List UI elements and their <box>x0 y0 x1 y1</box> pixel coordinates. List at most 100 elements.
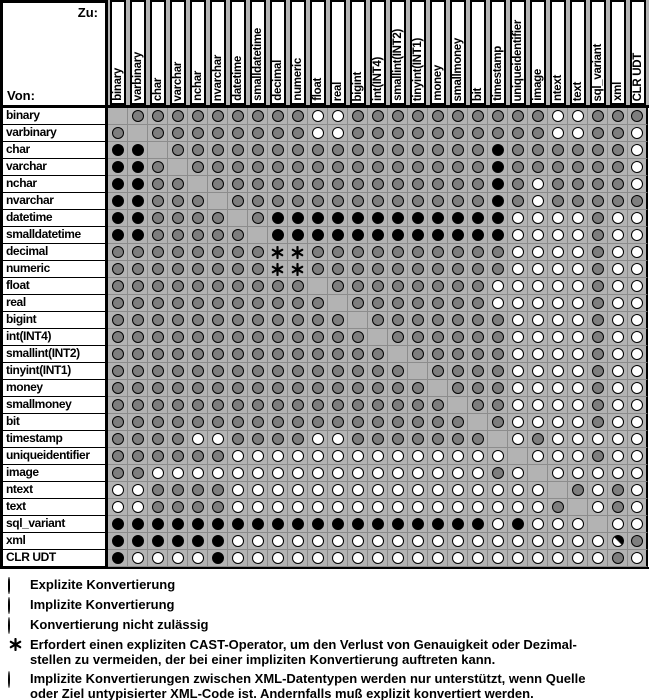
cell-sql-variant-decimal <box>268 516 288 533</box>
implicit-dot <box>271 314 284 326</box>
cell-nvarchar-nvarchar <box>208 193 228 210</box>
cell-money-xml <box>608 380 628 397</box>
cell-decimal-varbinary <box>128 244 148 261</box>
row-label-smallint-int2: smallint(INT2) <box>0 346 108 363</box>
cell-numeric-clr-udt <box>628 261 648 278</box>
cell-sql-variant-text <box>568 516 588 533</box>
implicit-dot <box>451 263 464 275</box>
cell-money-binary <box>108 380 128 397</box>
column-header-label: binary <box>112 68 124 101</box>
implicit-dot <box>431 161 444 173</box>
implicit-dot <box>451 297 464 309</box>
cell-smallint-int2-decimal <box>268 346 288 363</box>
cell-nvarchar-xml <box>608 193 628 210</box>
cell-decimal-smallint-int2 <box>388 244 408 261</box>
cell-binary-float <box>308 108 328 125</box>
implicit-dot <box>331 382 344 394</box>
explicit-dot <box>171 535 184 547</box>
cell-xml-char <box>148 533 168 550</box>
cell-decimal-real <box>328 244 348 261</box>
implicit-dot <box>191 195 204 207</box>
not-allowed-dot <box>511 484 524 496</box>
implicit-dot <box>111 382 124 394</box>
cell-datetime-bigint <box>348 210 368 227</box>
implicit-dot <box>591 314 604 326</box>
legend-item-4: Erfordert einen expliziten CAST-Operator… <box>8 637 649 667</box>
cell-datetime-binary <box>108 210 128 227</box>
implicit-dot <box>191 382 204 394</box>
cell-bigint-numeric <box>288 312 308 329</box>
cell-float-xml <box>608 278 628 295</box>
not-allowed-dot <box>571 467 584 479</box>
not-allowed-dot <box>571 212 584 224</box>
cell-nchar-decimal <box>268 176 288 193</box>
implicit-dot <box>171 314 184 326</box>
cell-numeric-bigint <box>348 261 368 278</box>
cell-text-smallint-int2 <box>388 499 408 516</box>
implicit-dot <box>351 433 364 445</box>
implicit-dot <box>471 331 484 343</box>
matrix-row-real: real <box>0 295 649 312</box>
row-label-text: text <box>0 499 108 516</box>
implicit-dot <box>591 110 604 122</box>
implicit-dot <box>471 110 484 122</box>
column-header-datetime: datetime <box>228 0 248 105</box>
implicit-dot <box>131 331 144 343</box>
cell-ntext-xml <box>608 482 628 499</box>
not-allowed-dot <box>571 416 584 428</box>
implicit-dot <box>291 331 304 343</box>
cell-datetime-timestamp <box>488 210 508 227</box>
cell-numeric-varbinary <box>128 261 148 278</box>
cell-bit-nchar <box>188 414 208 431</box>
cell-tinyint-int1-varchar <box>168 363 188 380</box>
not-allowed-dot <box>311 433 324 445</box>
cell-binary-varchar <box>168 108 188 125</box>
not-allowed-dot <box>551 297 564 309</box>
not-allowed-dot <box>471 552 484 564</box>
cell-smallint-int2-image <box>528 346 548 363</box>
implicit-dot <box>191 484 204 496</box>
explicit-dot <box>111 518 124 530</box>
implicit-dot <box>291 195 304 207</box>
cell-text-bit <box>468 499 488 516</box>
cell-char-real <box>328 142 348 159</box>
explicit-dot <box>331 229 344 241</box>
implicit-dot <box>251 331 264 343</box>
cell-varbinary-timestamp <box>488 125 508 142</box>
row-label-nchar: nchar <box>0 176 108 193</box>
cell-bit-smallmoney <box>448 414 468 431</box>
cell-float-smalldatetime <box>248 278 268 295</box>
cell-image-bigint <box>348 465 368 482</box>
cell-smallint-int2-xml <box>608 346 628 363</box>
cell-image-xml <box>608 465 628 482</box>
implicit-dot <box>591 195 604 207</box>
cell-bit-varbinary <box>128 414 148 431</box>
cell-bit-xml <box>608 414 628 431</box>
implicit-dot <box>111 416 124 428</box>
implicit-dot <box>391 331 404 343</box>
cell-numeric-real <box>328 261 348 278</box>
explicit-dot <box>391 229 404 241</box>
cell-text-tinyint-int1 <box>408 499 428 516</box>
cell-clr-udt-timestamp <box>488 550 508 567</box>
column-header-label: smallint(INT2) <box>392 29 404 101</box>
cell-smallmoney-ntext <box>548 397 568 414</box>
cell-clr-udt-numeric <box>288 550 308 567</box>
cell-int-int4-nvarchar <box>208 329 228 346</box>
cell-nchar-char <box>148 176 168 193</box>
cell-tinyint-int1-smallint-int2 <box>388 363 408 380</box>
cell-nvarchar-varchar <box>168 193 188 210</box>
implicit-dot <box>191 314 204 326</box>
implicit-dot <box>331 348 344 360</box>
not-allowed-dot <box>151 552 164 564</box>
cell-real-varbinary <box>128 295 148 312</box>
not-allowed-dot <box>571 518 584 530</box>
column-header-label: varbinary <box>132 51 144 101</box>
implicit-dot <box>151 229 164 241</box>
not-allowed-dot <box>511 535 524 547</box>
cell-sql-variant-nvarchar <box>208 516 228 533</box>
not-allowed-dot <box>551 263 564 275</box>
cell-float-varbinary <box>128 278 148 295</box>
cell-tinyint-int1-image <box>528 363 548 380</box>
implicit-dot <box>291 178 304 190</box>
